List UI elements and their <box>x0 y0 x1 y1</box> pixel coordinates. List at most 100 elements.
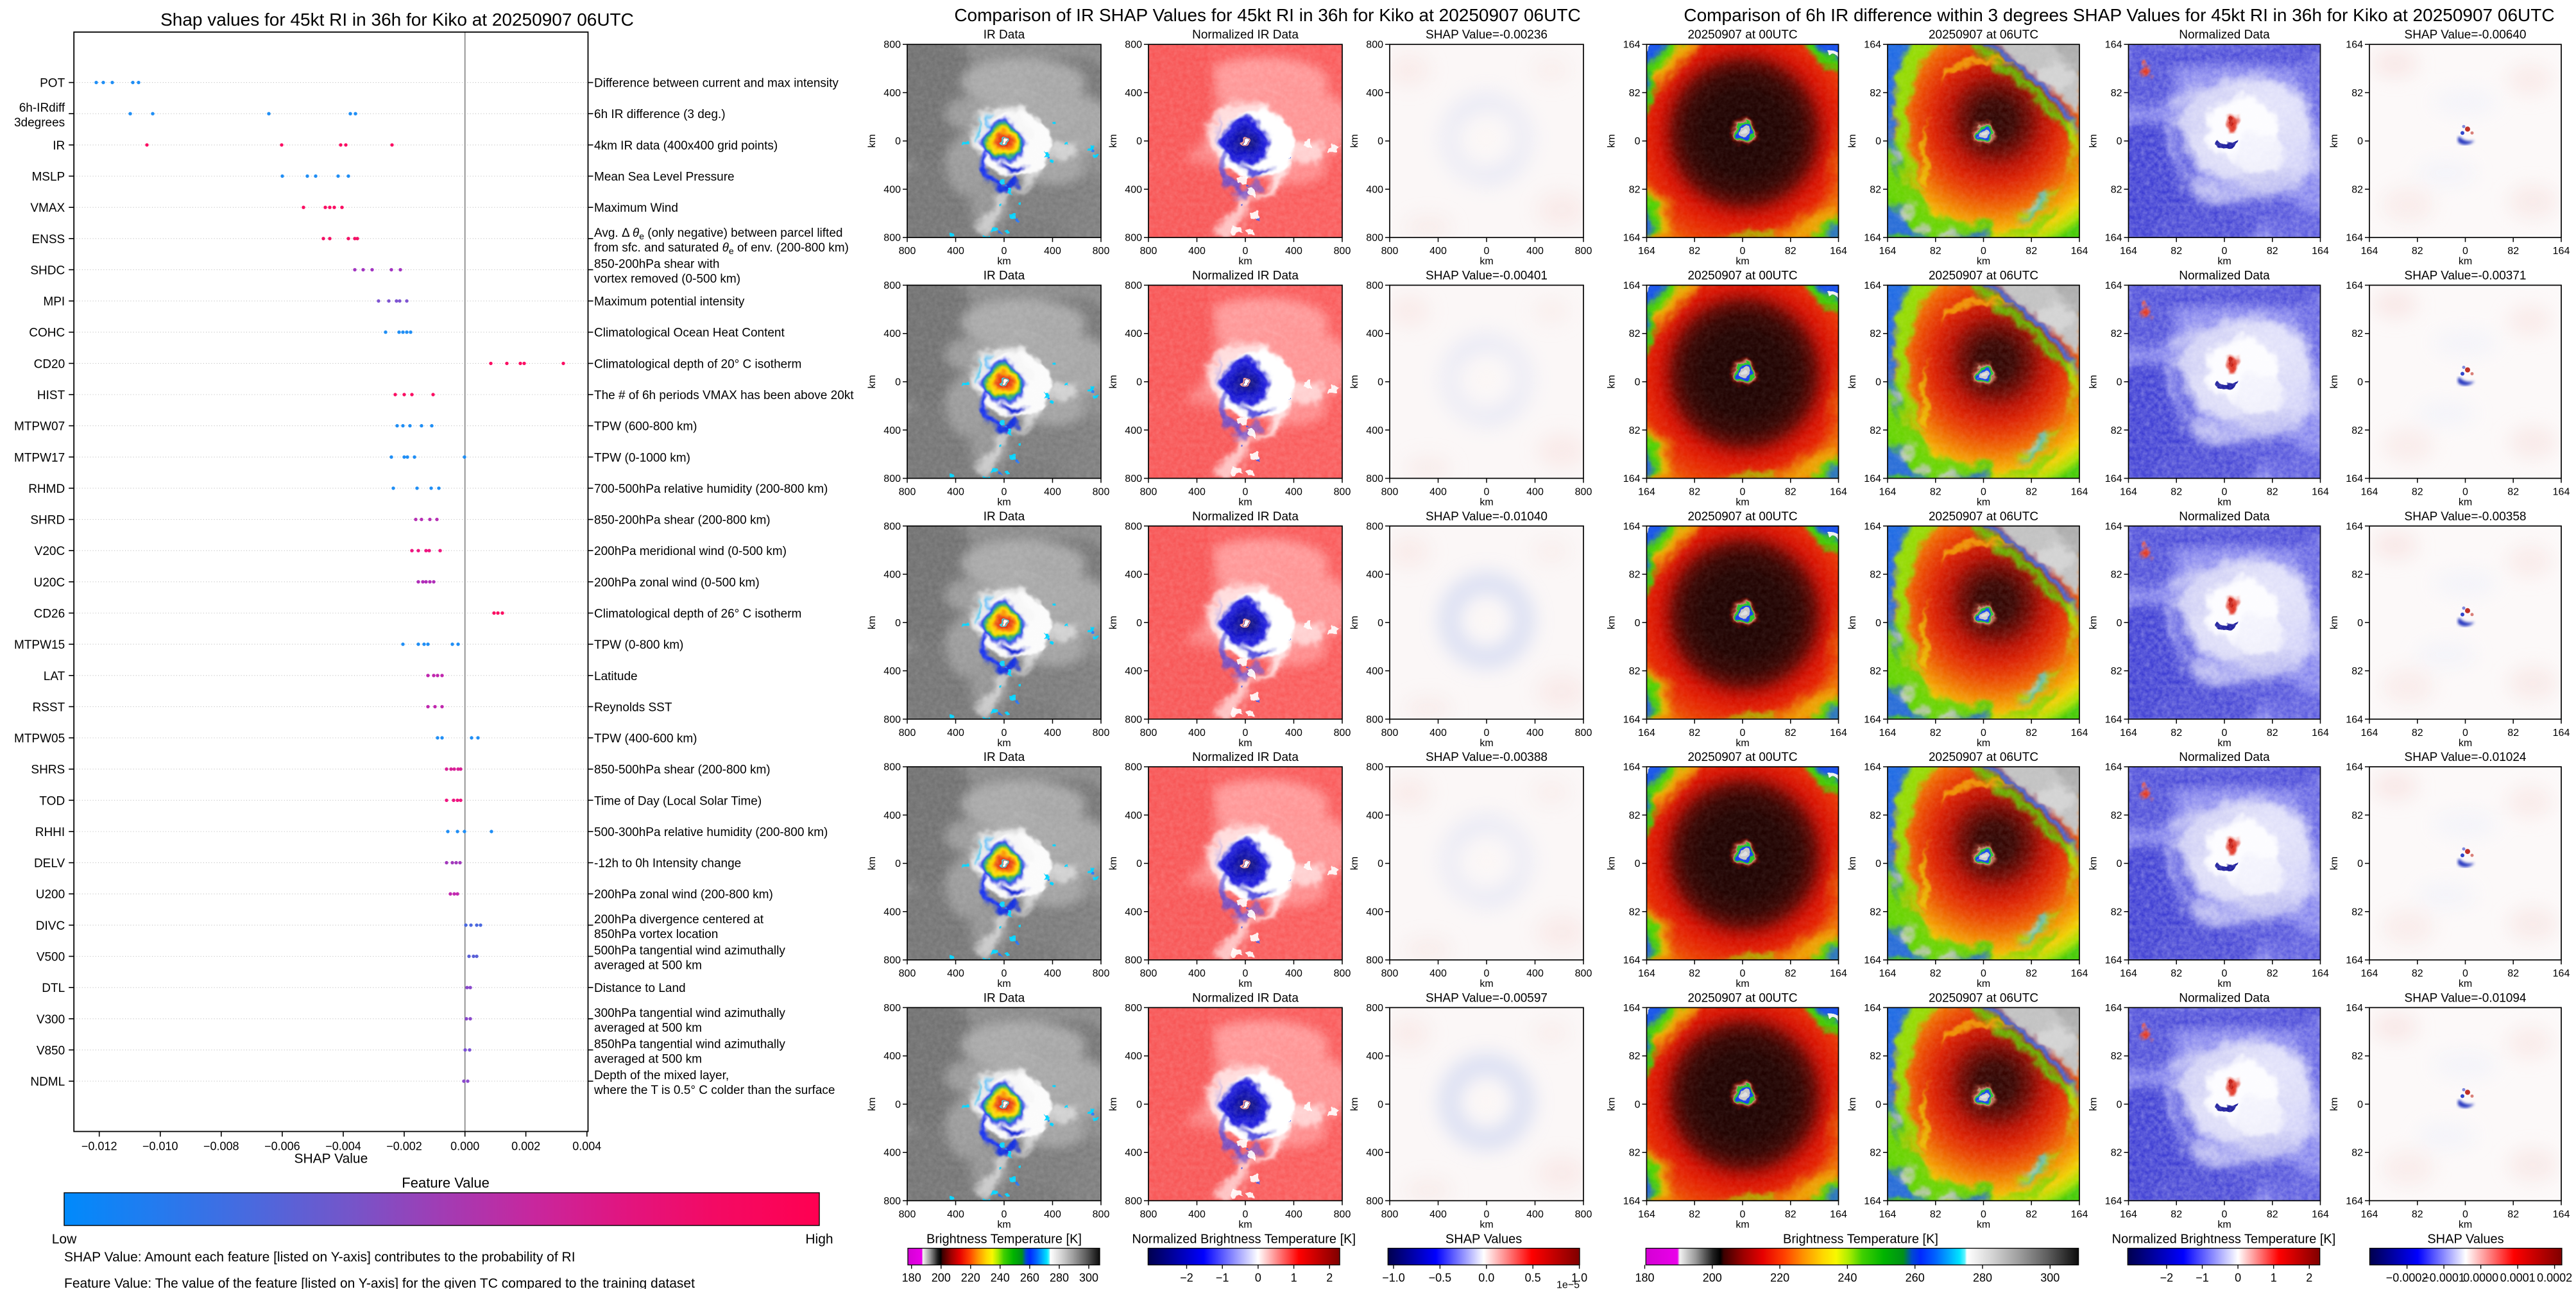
svg-text:400: 400 <box>1285 968 1302 979</box>
svg-text:400: 400 <box>1188 1209 1206 1220</box>
svg-text:km: km <box>1736 1219 1749 1230</box>
svg-text:800: 800 <box>1140 246 1157 257</box>
svg-text:0: 0 <box>1136 858 1142 869</box>
svg-text:164: 164 <box>2312 246 2329 257</box>
svg-text:800: 800 <box>1140 487 1157 498</box>
svg-text:0: 0 <box>1136 377 1142 388</box>
svg-text:164: 164 <box>1623 280 1641 291</box>
svg-text:km: km <box>2459 978 2472 989</box>
svg-text:−0.006: −0.006 <box>264 1140 300 1153</box>
svg-text:km: km <box>2329 857 2340 870</box>
svg-text:164: 164 <box>2120 728 2137 738</box>
svg-text:400: 400 <box>1366 666 1383 677</box>
svg-text:km: km <box>1238 738 1252 749</box>
svg-text:Normalized IR Data: Normalized IR Data <box>1192 269 1299 283</box>
svg-text:Climatological depth of 20° C: Climatological depth of 20° C isotherm <box>594 357 801 371</box>
svg-text:82: 82 <box>2351 570 2363 581</box>
svg-text:400: 400 <box>883 88 901 99</box>
svg-text:Brightness Temperature [K]: Brightness Temperature [K] <box>926 1233 1082 1247</box>
svg-text:NDML: NDML <box>30 1075 65 1089</box>
svg-text:0: 0 <box>1378 377 1383 388</box>
svg-text:800: 800 <box>1366 280 1383 291</box>
svg-text:800: 800 <box>1125 1196 1142 1207</box>
svg-text:82: 82 <box>1629 810 1641 821</box>
svg-text:km: km <box>1480 1219 1493 1230</box>
svg-text:km: km <box>1349 857 1360 870</box>
svg-text:82: 82 <box>1629 1051 1641 1062</box>
svg-text:800: 800 <box>899 246 916 257</box>
svg-text:82: 82 <box>1870 666 1881 677</box>
svg-text:400: 400 <box>883 184 901 195</box>
svg-text:0: 0 <box>1875 136 1881 147</box>
svg-text:400: 400 <box>1188 487 1206 498</box>
svg-text:MPI: MPI <box>43 295 65 309</box>
svg-text:82: 82 <box>2507 487 2519 498</box>
svg-text:82: 82 <box>2507 968 2519 979</box>
svg-text:800: 800 <box>1334 1209 1351 1220</box>
svg-text:0.0: 0.0 <box>1478 1272 1494 1285</box>
svg-text:−1: −1 <box>2196 1272 2209 1285</box>
svg-text:82: 82 <box>1930 246 1941 257</box>
svg-text:POT: POT <box>40 77 65 90</box>
svg-text:400: 400 <box>1125 1148 1142 1159</box>
svg-text:400: 400 <box>1125 88 1142 99</box>
svg-text:−0.5: −0.5 <box>1429 1272 1452 1285</box>
svg-text:700-500hPa relative humidity (: 700-500hPa relative humidity (200-800 km… <box>594 482 828 496</box>
svg-text:Normalized Data: Normalized Data <box>2179 751 2270 764</box>
svg-text:0: 0 <box>1484 1209 1490 1220</box>
svg-text:164: 164 <box>2071 968 2088 979</box>
svg-text:20250907 at 00UTC: 20250907 at 00UTC <box>1687 751 1797 764</box>
svg-text:800: 800 <box>1366 40 1383 51</box>
svg-text:km: km <box>2088 375 2099 388</box>
svg-text:164: 164 <box>2120 968 2137 979</box>
svg-text:164: 164 <box>2071 728 2088 738</box>
svg-text:400: 400 <box>947 728 964 738</box>
svg-text:82: 82 <box>2171 968 2182 979</box>
svg-text:SHRD: SHRD <box>30 514 65 527</box>
svg-text:82: 82 <box>1930 728 1941 738</box>
svg-text:400: 400 <box>1526 968 1544 979</box>
svg-text:SHRS: SHRS <box>31 764 65 777</box>
svg-text:0.0000: 0.0000 <box>2463 1272 2498 1285</box>
svg-text:km: km <box>2088 134 2099 148</box>
svg-text:−2: −2 <box>1180 1272 1193 1285</box>
svg-text:6h IR difference (3 deg.): 6h IR difference (3 deg.) <box>594 108 726 121</box>
svg-text:LAT: LAT <box>44 670 65 683</box>
svg-text:164: 164 <box>2361 1209 2378 1220</box>
svg-text:850-500hPa shear (200-800 km): 850-500hPa shear (200-800 km) <box>594 764 771 777</box>
svg-text:km: km <box>867 375 878 388</box>
svg-text:164: 164 <box>1623 521 1641 532</box>
svg-text:400: 400 <box>1366 907 1383 918</box>
svg-text:400: 400 <box>1429 1209 1447 1220</box>
svg-text:RSST: RSST <box>33 701 65 714</box>
svg-text:0: 0 <box>895 618 901 629</box>
svg-text:km: km <box>2329 375 2340 388</box>
svg-text:-12h to 0h Intensity change: -12h to 0h Intensity change <box>594 857 741 871</box>
svg-text:200: 200 <box>1703 1272 1722 1285</box>
svg-text:82: 82 <box>1629 88 1641 99</box>
svg-text:82: 82 <box>1689 728 1700 738</box>
svg-text:800: 800 <box>883 474 901 484</box>
svg-text:82: 82 <box>2412 728 2423 738</box>
svg-text:800: 800 <box>1575 487 1592 498</box>
svg-text:0: 0 <box>895 1099 901 1110</box>
svg-text:0: 0 <box>2222 728 2228 738</box>
svg-text:averaged at 500 km: averaged at 500 km <box>594 1021 702 1035</box>
svg-text:DELV: DELV <box>34 857 65 871</box>
svg-text:82: 82 <box>2111 88 2122 99</box>
svg-text:82: 82 <box>2171 246 2182 257</box>
svg-text:280: 280 <box>1050 1272 1069 1285</box>
svg-text:0: 0 <box>1136 136 1142 147</box>
svg-text:400: 400 <box>883 329 901 339</box>
svg-text:1: 1 <box>2271 1272 2277 1285</box>
svg-text:km: km <box>1480 738 1493 749</box>
svg-text:800: 800 <box>1334 968 1351 979</box>
svg-text:164: 164 <box>1638 246 1655 257</box>
svg-text:800: 800 <box>1093 1209 1110 1220</box>
svg-text:0: 0 <box>2117 1099 2122 1110</box>
svg-text:km: km <box>1607 1097 1617 1111</box>
svg-text:2: 2 <box>1326 1272 1333 1285</box>
svg-text:20250907 at 00UTC: 20250907 at 00UTC <box>1687 510 1797 524</box>
svg-text:IR Data: IR Data <box>984 510 1025 524</box>
svg-text:400: 400 <box>1044 968 1061 979</box>
